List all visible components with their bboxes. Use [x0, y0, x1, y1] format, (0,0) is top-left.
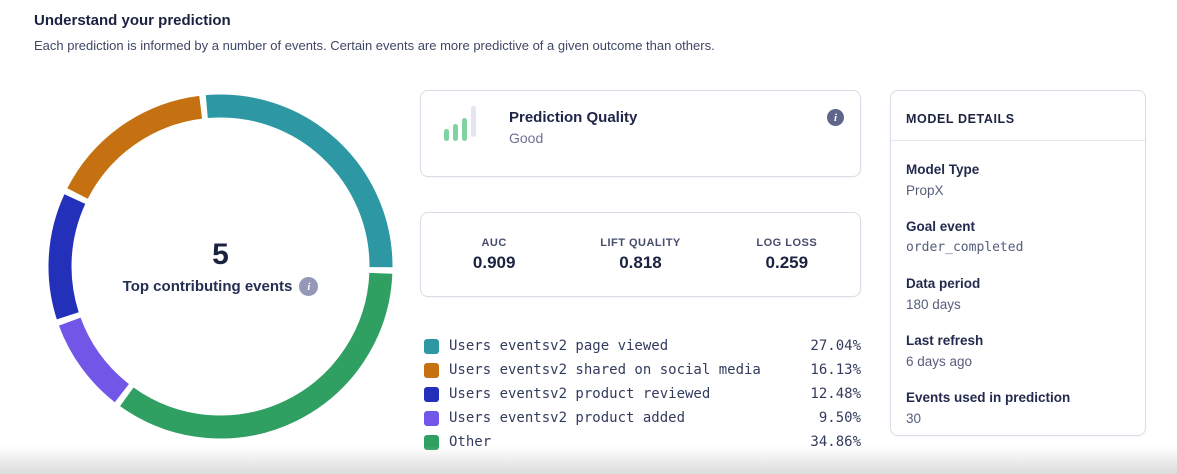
metric-label: LOG LOSS	[756, 236, 818, 249]
detail-value: 6 days ago	[906, 354, 973, 369]
metric-label: AUC	[481, 236, 507, 249]
legend-label: Users eventsv2 product added	[449, 410, 686, 426]
metric-auc: AUC 0.909	[421, 237, 567, 273]
model-detail-row: Model Type PropX	[906, 161, 1129, 199]
legend-swatch	[424, 410, 439, 426]
detail-label: Goal event	[906, 219, 976, 234]
legend-label: Users eventsv2 page viewed	[449, 338, 669, 354]
legend-percent: 27.04%	[810, 338, 861, 354]
model-detail-row: Data period 180 days	[906, 275, 1129, 313]
legend-row[interactable]: Users eventsv2 page viewed 27.04%	[420, 334, 861, 358]
donut-segment-4[interactable]	[120, 272, 393, 439]
legend-percent: 12.48%	[810, 386, 861, 402]
legend-label: Users eventsv2 product reviewed	[449, 386, 711, 402]
donut-chart-svg	[48, 94, 393, 439]
page-title: Understand your prediction	[34, 12, 231, 29]
donut-segment-1[interactable]	[67, 95, 203, 199]
legend-swatch	[424, 434, 439, 450]
donut-center-label: Top contributing events	[122, 278, 293, 295]
detail-value: PropX	[906, 183, 944, 198]
top-events-count: 5	[212, 238, 229, 271]
donut-segment-2[interactable]	[48, 194, 86, 320]
legend-row[interactable]: Other 34.86%	[420, 430, 861, 454]
legend-percent: 9.50%	[818, 410, 861, 426]
donut-segment-0[interactable]	[205, 94, 393, 268]
metric-label: LIFT QUALITY	[600, 236, 681, 249]
model-detail-row: Events used in prediction 30	[906, 389, 1129, 427]
bar-signal-icon	[444, 106, 480, 144]
top-events-donut-chart: 5 Top contributing events i	[35, 81, 406, 452]
detail-value: 180 days	[906, 297, 961, 312]
model-detail-row: Last refresh 6 days ago	[906, 332, 1129, 370]
model-metrics-card: AUC 0.909 LIFT QUALITY 0.818 LOG LOSS 0.…	[420, 212, 861, 297]
legend-swatch	[424, 386, 439, 402]
legend-swatch	[424, 338, 439, 354]
metric-value: 0.909	[472, 252, 516, 272]
metric-value: 0.818	[619, 252, 662, 272]
page-header: Understand your prediction Each predicti…	[34, 11, 715, 53]
legend-row[interactable]: Users eventsv2 shared on social media 16…	[420, 358, 861, 382]
donut-segment-3[interactable]	[58, 317, 130, 403]
model-details-panel: MODEL DETAILS Model Type PropX Goal even…	[890, 90, 1146, 436]
detail-label: Data period	[906, 276, 981, 291]
info-icon[interactable]: i	[299, 277, 319, 296]
legend-percent: 16.13%	[810, 362, 861, 378]
detail-label: Model Type	[906, 162, 980, 177]
legend-row[interactable]: Users eventsv2 product added 9.50%	[420, 406, 861, 430]
legend-percent: 34.86%	[810, 434, 861, 450]
detail-value: 30	[906, 411, 922, 426]
chart-legend: Users eventsv2 page viewed 27.04% Users …	[420, 334, 861, 454]
prediction-quality-card: Prediction Quality Good i	[420, 90, 861, 177]
page-subtitle: Each prediction is informed by a number …	[34, 38, 715, 53]
quality-card-title: Prediction Quality	[509, 109, 638, 126]
legend-label: Other	[449, 434, 492, 450]
detail-value: order_completed	[906, 240, 1024, 255]
donut-center: 5 Top contributing events i	[35, 239, 406, 296]
model-detail-row: Goal event order_completed	[906, 218, 1129, 256]
detail-label: Events used in prediction	[906, 390, 1071, 405]
middle-column: Prediction Quality Good i AUC 0.909 LIFT…	[420, 90, 861, 454]
quality-card-value: Good	[509, 130, 544, 146]
legend-row[interactable]: Users eventsv2 product reviewed 12.48%	[420, 382, 861, 406]
metric-value: 0.259	[765, 252, 809, 272]
metric-lift-quality: LIFT QUALITY 0.818	[567, 237, 713, 273]
legend-swatch	[424, 362, 439, 378]
detail-label: Last refresh	[906, 333, 984, 348]
metric-log-loss: LOG LOSS 0.259	[714, 237, 860, 273]
info-icon[interactable]: i	[827, 109, 844, 126]
model-details-header: MODEL DETAILS	[891, 91, 1145, 141]
legend-label: Users eventsv2 shared on social media	[449, 362, 761, 378]
